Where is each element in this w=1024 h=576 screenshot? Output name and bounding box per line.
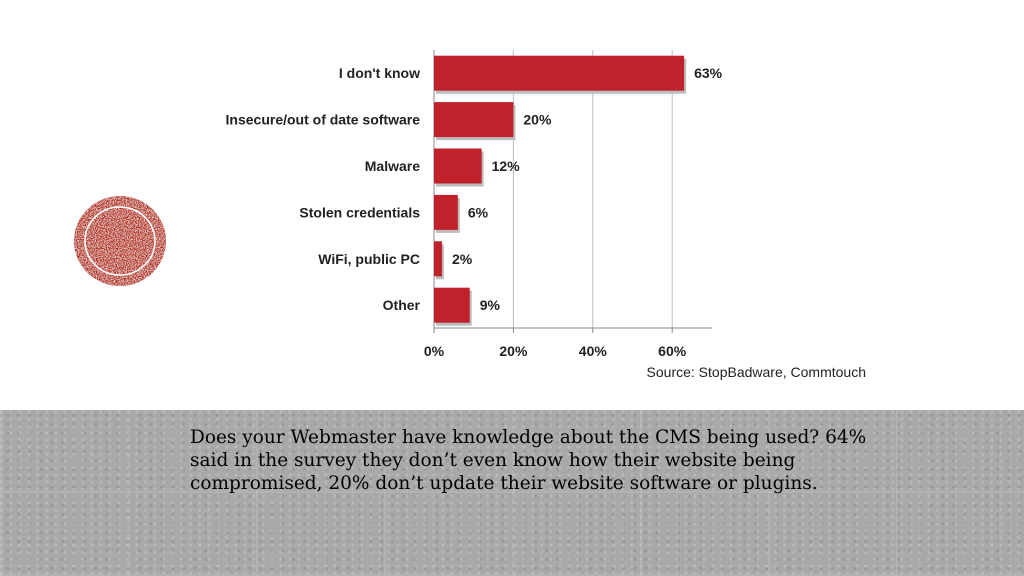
chart-source: Source: StopBadware, Commtouch bbox=[647, 364, 866, 380]
value-label: 2% bbox=[452, 251, 473, 267]
bar bbox=[434, 194, 458, 230]
x-tick-label: 0% bbox=[424, 343, 445, 359]
category-label: I don't know bbox=[339, 65, 420, 81]
value-label: 20% bbox=[523, 112, 552, 128]
category-label: Stolen credentials bbox=[299, 204, 420, 220]
category-label: Other bbox=[383, 297, 421, 313]
bar bbox=[434, 241, 442, 277]
bar bbox=[434, 102, 514, 138]
bar bbox=[434, 287, 470, 323]
textured-band bbox=[0, 410, 1024, 576]
chart-gridlines bbox=[433, 50, 673, 333]
category-label: WiFi, public PC bbox=[318, 251, 420, 267]
bar bbox=[434, 148, 482, 184]
category-labels: I don't know Insecure/out of date softwar… bbox=[226, 65, 421, 313]
value-label: 6% bbox=[468, 204, 489, 220]
bar bbox=[434, 55, 685, 91]
x-tick-label: 20% bbox=[499, 343, 528, 359]
value-label: 9% bbox=[480, 297, 501, 313]
chart-bars bbox=[434, 55, 687, 326]
decorative-circle bbox=[72, 194, 168, 288]
slide-content-area: I don't know Insecure/out of date softwar… bbox=[72, 50, 866, 380]
bar-chart: I don't know Insecure/out of date softwar… bbox=[226, 50, 866, 380]
slide-caption: Does your Webmaster have knowledge about… bbox=[190, 427, 867, 494]
category-label: Malware bbox=[365, 158, 420, 174]
x-tick-label: 60% bbox=[658, 343, 687, 359]
x-tick-label: 40% bbox=[579, 343, 608, 359]
value-label: 63% bbox=[694, 65, 723, 81]
value-label: 12% bbox=[492, 158, 521, 174]
x-tick-labels: 0% 20% 40% 60% bbox=[424, 343, 687, 359]
category-label: Insecure/out of date software bbox=[226, 112, 421, 128]
value-labels: 63% 20% 12% 6% 2% 9% bbox=[452, 65, 723, 313]
